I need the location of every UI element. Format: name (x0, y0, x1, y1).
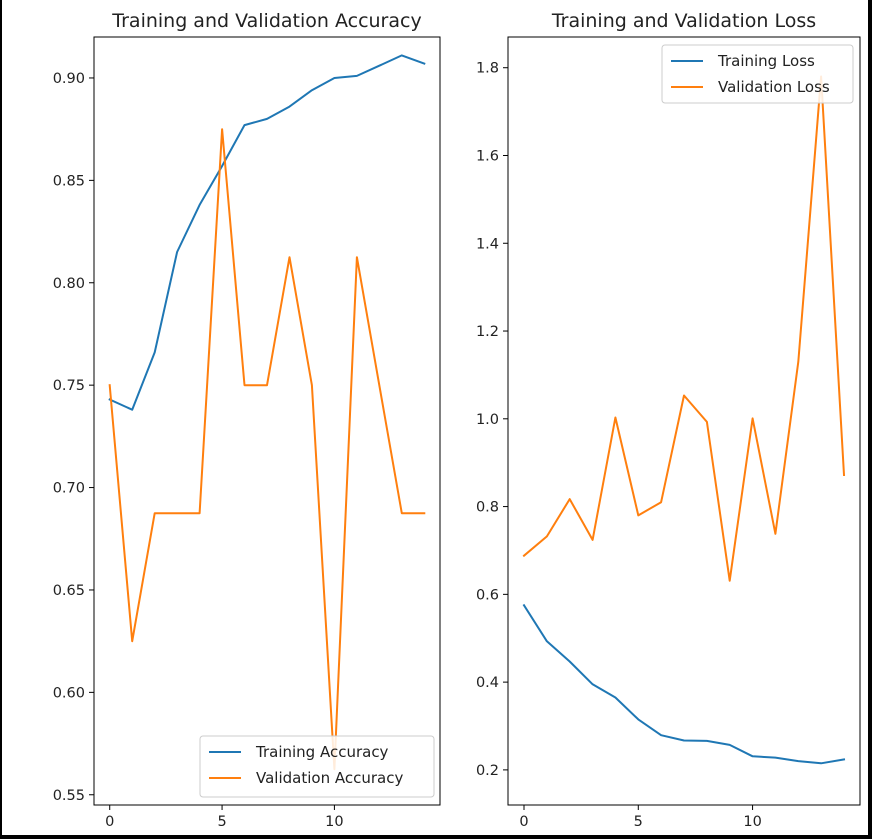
legend-label: Validation Loss (718, 78, 830, 96)
y-tick-label: 1.8 (476, 61, 499, 77)
y-tick-label: 0.6 (476, 587, 499, 603)
legend-frame (199, 735, 435, 798)
y-tick-label: 1.6 (476, 148, 499, 164)
series-line-validation-loss (522, 75, 846, 582)
y-tick-label: 0.85 (53, 173, 85, 189)
y-tick-label: 0.2 (476, 763, 499, 779)
y-tick-label: 0.70 (53, 481, 85, 497)
legend-frame (661, 44, 854, 104)
legend-label: Validation Accuracy (256, 769, 403, 787)
y-tick-label: 1.4 (476, 236, 499, 252)
legend-label: Training Loss (717, 52, 815, 70)
series-line-training-accuracy (108, 54, 426, 411)
subplot-2: Training and Validation Loss 0 5 10 0.2 0.4 0.… (476, 10, 861, 830)
chart-title: Training and Validation Loss (551, 10, 816, 32)
y-tick-label: 1.0 (476, 412, 499, 428)
y-tick-label: 0.4 (476, 675, 499, 691)
y-tick-label: 0.90 (53, 71, 85, 87)
legend: Training Loss Validation Loss (661, 44, 854, 104)
y-tick-label: 1.2 (476, 324, 499, 340)
x-tick-label: 0 (519, 814, 528, 830)
legend: Training Accuracy Validation Accuracy (199, 735, 435, 798)
x-tick-label: 10 (743, 814, 761, 830)
x-tick-label: 5 (217, 814, 226, 830)
x-tick-label: 0 (105, 814, 114, 830)
axes-frame (93, 36, 441, 806)
y-tick-label: 0.55 (53, 788, 85, 804)
subplot-1: Training and Validation Accuracy 0 5 10 0.55… (53, 10, 441, 830)
chart-title: Training and Validation Accuracy (111, 10, 421, 32)
axes-frame (507, 36, 861, 806)
series-line-validation-accuracy (108, 128, 426, 771)
y-tick-label: 0.65 (53, 583, 85, 599)
y-tick-label: 0.75 (53, 378, 85, 394)
y-tick-label: 0.8 (476, 500, 499, 516)
y-tick-label: 0.80 (53, 276, 85, 292)
series-line-training-loss (522, 603, 846, 765)
legend-label: Training Accuracy (255, 743, 389, 761)
x-tick-label: 10 (325, 814, 343, 830)
x-tick-label: 5 (634, 814, 643, 830)
y-tick-label: 0.60 (53, 685, 85, 701)
